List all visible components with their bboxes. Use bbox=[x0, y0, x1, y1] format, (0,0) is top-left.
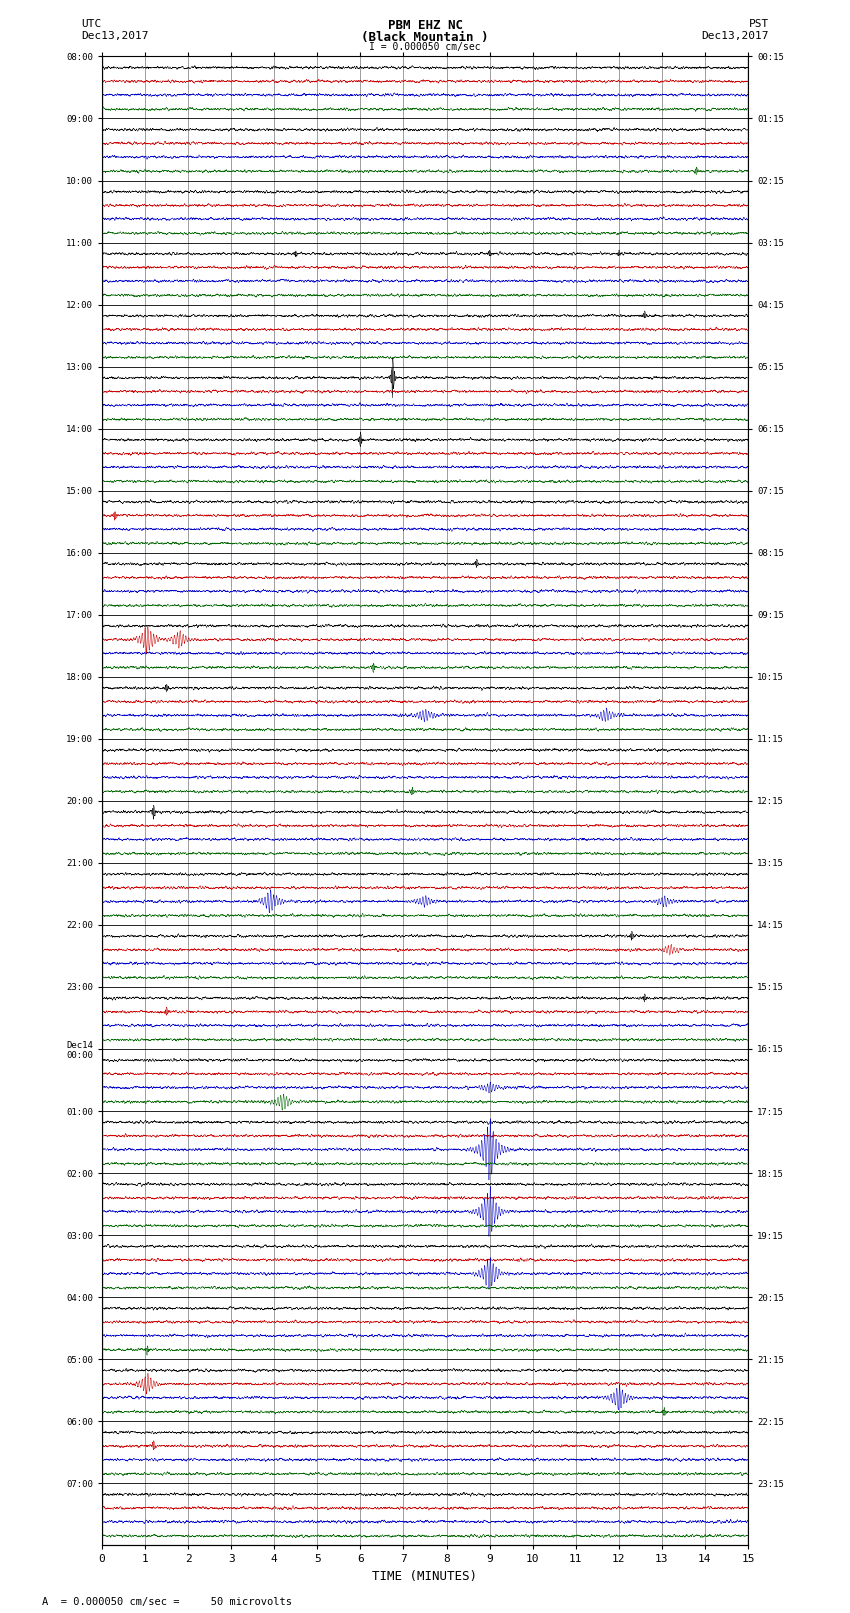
Text: Dec13,2017: Dec13,2017 bbox=[81, 31, 148, 40]
X-axis label: TIME (MINUTES): TIME (MINUTES) bbox=[372, 1569, 478, 1582]
Text: I = 0.000050 cm/sec: I = 0.000050 cm/sec bbox=[369, 42, 481, 52]
Text: A  = 0.000050 cm/sec =     50 microvolts: A = 0.000050 cm/sec = 50 microvolts bbox=[42, 1597, 292, 1607]
Text: PST: PST bbox=[749, 19, 769, 29]
Text: PBM EHZ NC: PBM EHZ NC bbox=[388, 19, 462, 32]
Text: (Black Mountain ): (Black Mountain ) bbox=[361, 31, 489, 44]
Text: Dec13,2017: Dec13,2017 bbox=[702, 31, 769, 40]
Text: UTC: UTC bbox=[81, 19, 101, 29]
